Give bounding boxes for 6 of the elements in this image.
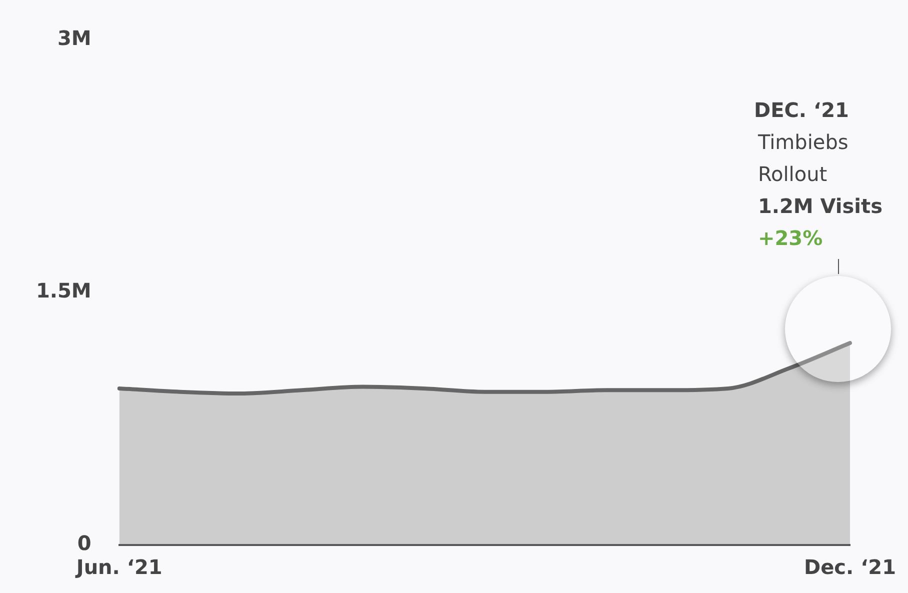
y-tick-label: 0: [77, 531, 92, 556]
y-tick-label: 1.5M: [36, 278, 92, 303]
annotation: DEC. ‘21 Timbiebs Rollout 1.2M Visits +23%: [754, 98, 883, 250]
x-tick-label: Dec. ‘21: [804, 555, 896, 580]
y-tick-label: 3M: [58, 26, 92, 50]
x-tick-label: Jun. ‘21: [74, 555, 162, 580]
